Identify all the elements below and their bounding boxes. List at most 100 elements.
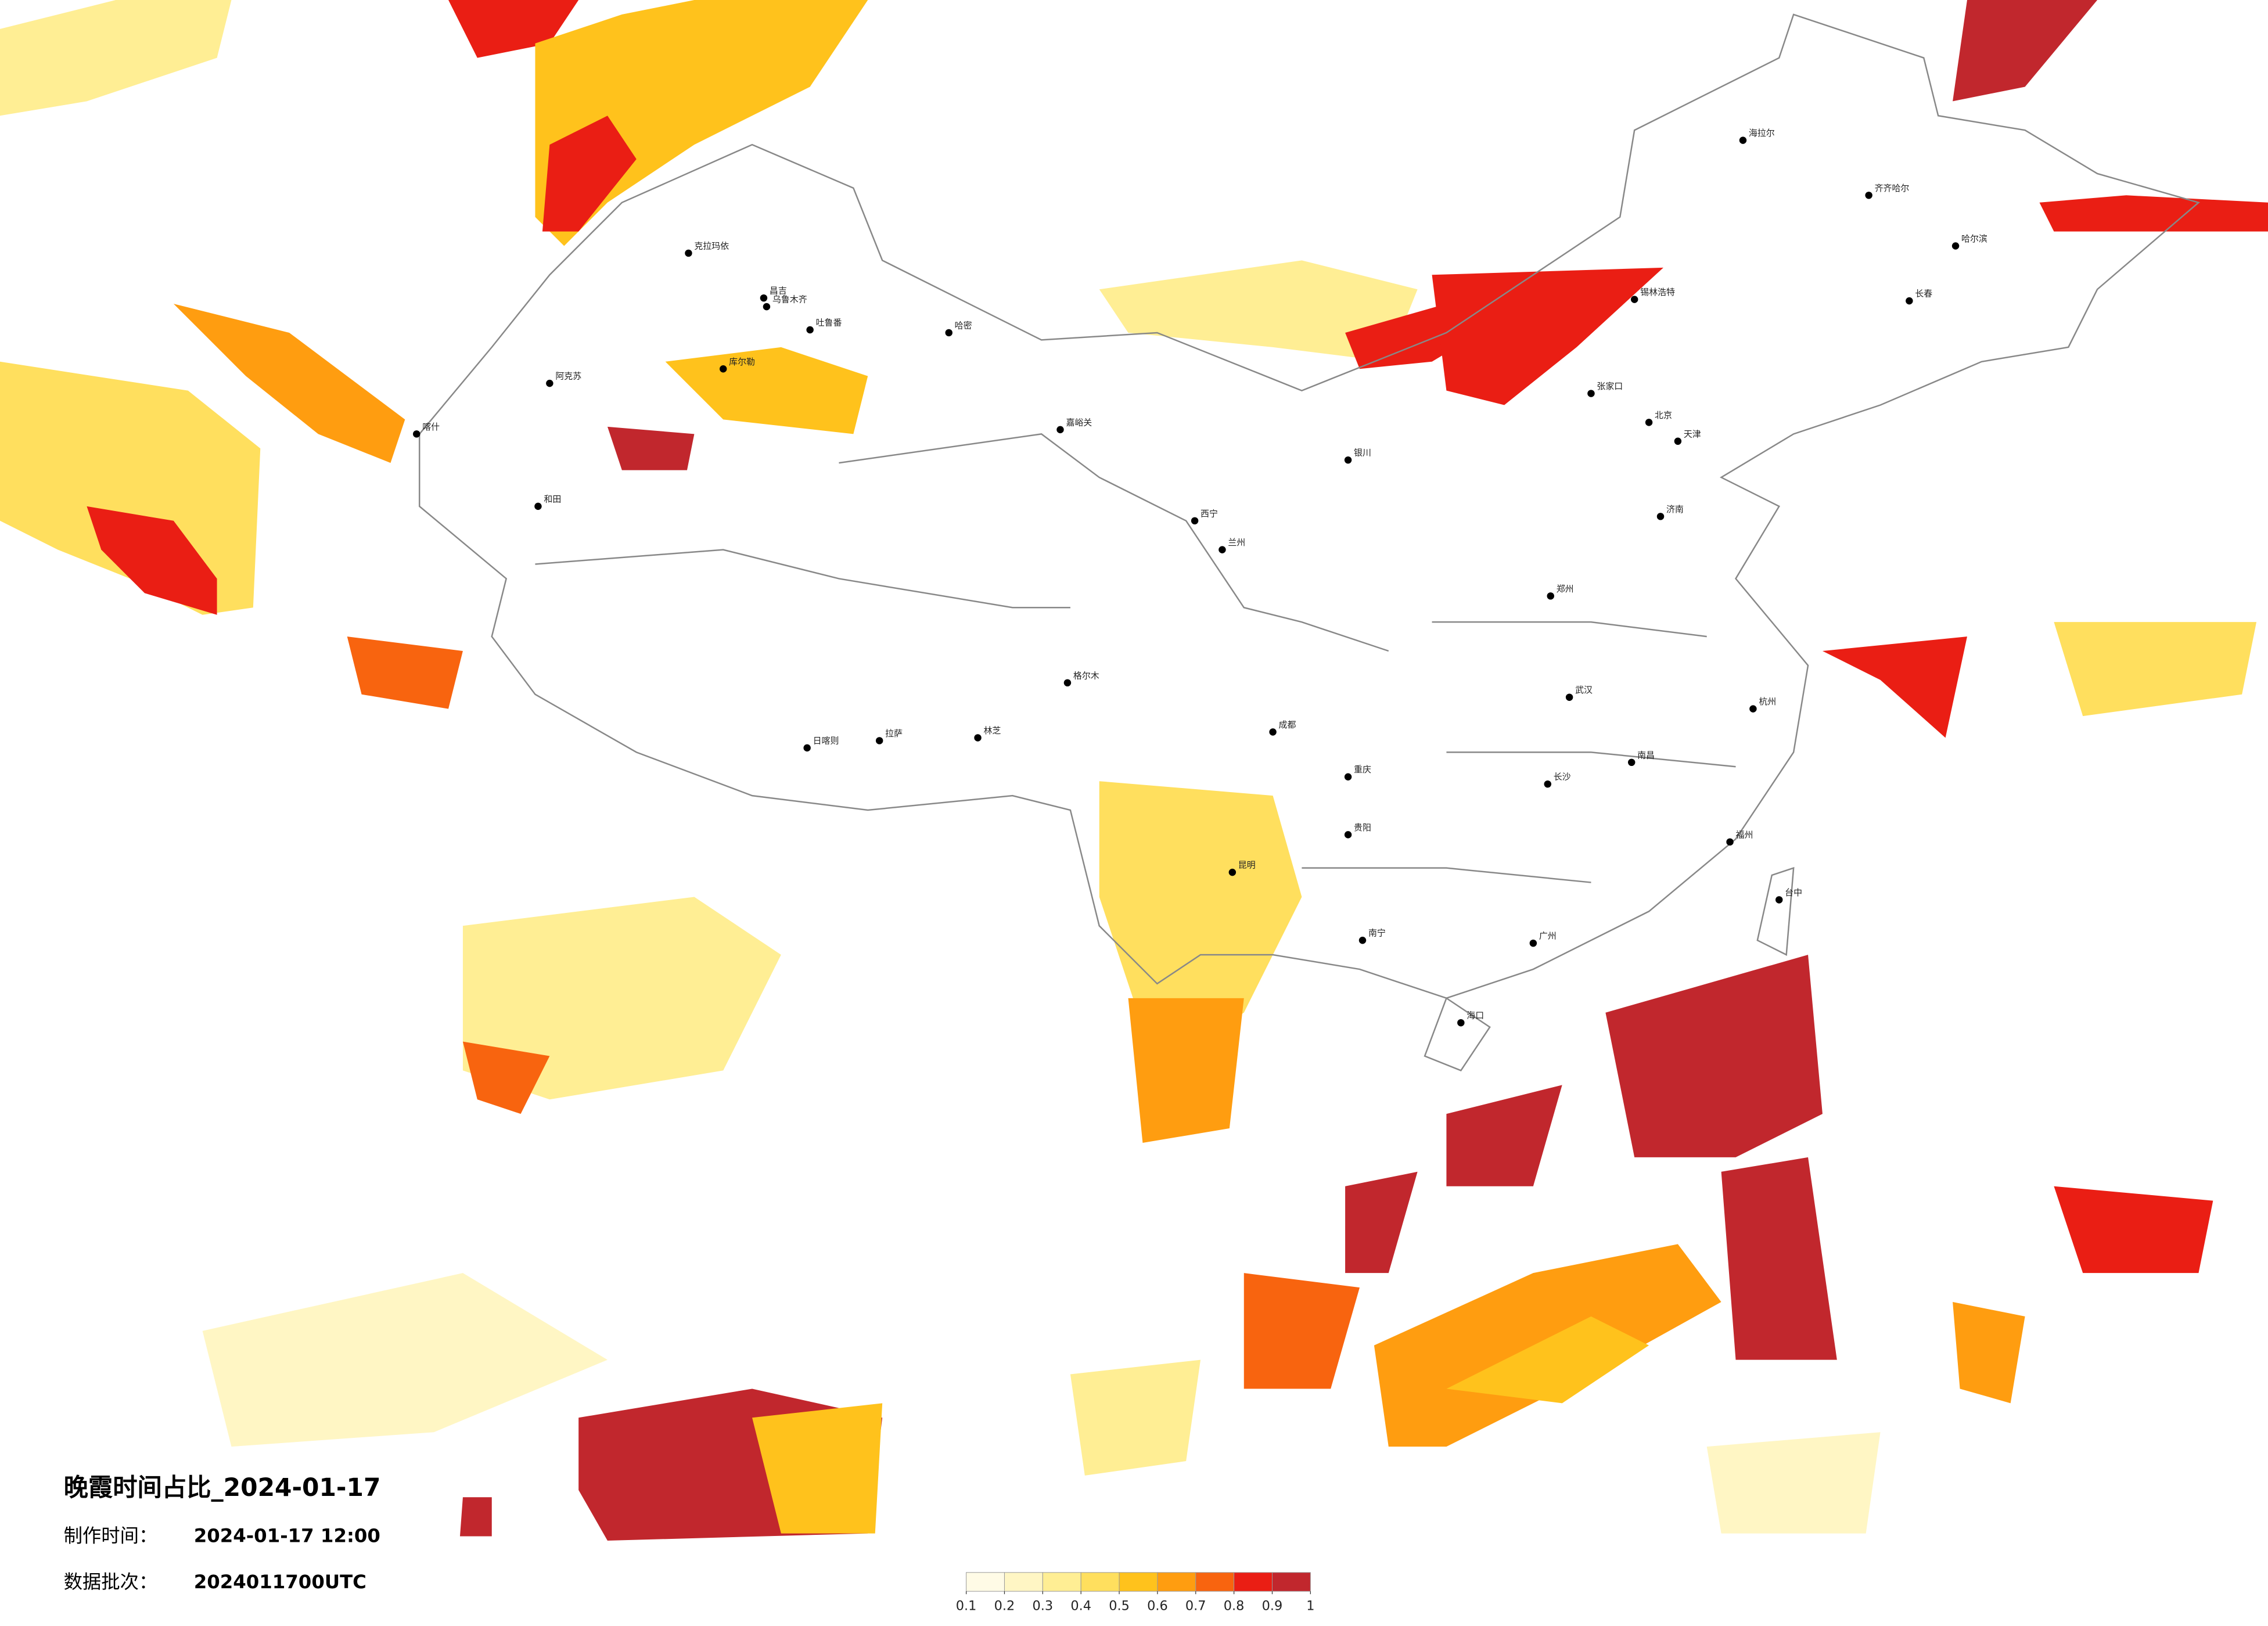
city-dot bbox=[413, 430, 420, 438]
city-label: 昌吉 bbox=[770, 286, 787, 296]
city-dot bbox=[1627, 758, 1636, 767]
city-label: 日喀则 bbox=[813, 735, 839, 746]
city-dot bbox=[806, 326, 814, 334]
city-label: 贵阳 bbox=[1354, 822, 1371, 833]
city-label: 林芝 bbox=[983, 725, 1001, 736]
legend-swatch bbox=[966, 1572, 1005, 1592]
legend-swatch bbox=[1157, 1572, 1196, 1592]
legend-tick-label: 0.5 bbox=[1109, 1599, 1130, 1614]
city-dot bbox=[1630, 296, 1638, 303]
city-label: 海拉尔 bbox=[1749, 128, 1775, 138]
city-label: 兰州 bbox=[1228, 537, 1245, 548]
city-dot bbox=[1344, 831, 1352, 839]
city-label: 嘉峪关 bbox=[1066, 417, 1092, 427]
city-label: 重庆 bbox=[1354, 764, 1371, 775]
city-label: 拉萨 bbox=[885, 728, 903, 739]
legend-tick-label: 0.7 bbox=[1185, 1599, 1206, 1614]
city-label: 喀什 bbox=[422, 422, 440, 432]
city-label: 天津 bbox=[1684, 429, 1701, 439]
legend-tick-label: 0.3 bbox=[1033, 1599, 1054, 1614]
city-dot bbox=[1056, 426, 1064, 434]
boundaries bbox=[418, 13, 2201, 1071]
legend-tick-label: 0.8 bbox=[1224, 1599, 1245, 1614]
city-label: 济南 bbox=[1666, 504, 1684, 515]
legend-tick-label: 0.4 bbox=[1070, 1599, 1091, 1614]
city-label: 阿克苏 bbox=[555, 371, 581, 382]
city-label: 锡林浩特 bbox=[1640, 287, 1675, 297]
made-time-label: 制作时间： bbox=[64, 1525, 158, 1547]
city-label: 成都 bbox=[1279, 720, 1296, 730]
city-dot bbox=[1565, 693, 1573, 701]
city-label: 库尔勒 bbox=[729, 357, 755, 367]
map-title: 晚霞时间占比_2024-01-17 bbox=[64, 1473, 381, 1502]
legend-swatch bbox=[1004, 1572, 1043, 1592]
city-label: 克拉玛依 bbox=[694, 240, 729, 251]
city-label: 张家口 bbox=[1597, 381, 1623, 391]
city-label: 齐齐哈尔 bbox=[1875, 183, 1910, 193]
made-time-value: 2024-01-17 12:00 bbox=[194, 1525, 380, 1547]
city-label: 长春 bbox=[1915, 289, 1932, 299]
city-dot bbox=[1529, 939, 1537, 947]
city-label: 杭州 bbox=[1759, 696, 1776, 707]
city-dot bbox=[1344, 773, 1352, 780]
city-dot bbox=[1645, 419, 1653, 426]
city-label: 郑州 bbox=[1557, 584, 1574, 594]
city-label: 南宁 bbox=[1368, 928, 1386, 938]
city-label: 昆明 bbox=[1238, 860, 1256, 870]
city-label: 广州 bbox=[1539, 931, 1557, 941]
city-dot bbox=[1739, 136, 1747, 144]
city-dot bbox=[685, 249, 692, 257]
legend: 0.1 0.2 0.3 0.4 0.5 0.6 0.7 0.8 0.9 1 bbox=[956, 1572, 1314, 1614]
city-dot bbox=[719, 365, 727, 373]
city-dot bbox=[1775, 896, 1783, 904]
city-dot bbox=[1865, 192, 1872, 199]
legend-swatch bbox=[1234, 1572, 1273, 1592]
city-dot bbox=[1906, 297, 1913, 305]
legend-tick-label: 0.2 bbox=[994, 1599, 1015, 1614]
legend-swatch bbox=[1080, 1572, 1120, 1592]
legend-tick-label: 0.1 bbox=[956, 1599, 977, 1614]
city-dot bbox=[1358, 936, 1367, 944]
legend-tick-label: 0.6 bbox=[1147, 1599, 1168, 1614]
legend-swatch bbox=[1119, 1572, 1158, 1592]
city-dot bbox=[1749, 705, 1757, 713]
legend-swatch bbox=[1042, 1572, 1081, 1592]
city-label: 哈尔滨 bbox=[1961, 233, 1987, 244]
city-label: 格尔木 bbox=[1073, 670, 1099, 681]
city-dot bbox=[945, 329, 953, 337]
city-dot bbox=[1191, 517, 1199, 525]
city-dot bbox=[1457, 1019, 1465, 1027]
city-dot bbox=[760, 294, 768, 302]
city-label: 海口 bbox=[1467, 1010, 1484, 1021]
city-dot bbox=[546, 379, 553, 387]
city-dot bbox=[1951, 242, 1960, 250]
legend-swatch bbox=[1271, 1572, 1311, 1592]
legend-swatch bbox=[1195, 1572, 1235, 1592]
city-dot bbox=[1674, 437, 1682, 445]
city-label: 吐鲁番 bbox=[816, 317, 842, 328]
sunset-field bbox=[0, 0, 2268, 1541]
city-label: 台中 bbox=[1785, 887, 1802, 898]
city-dot bbox=[1726, 838, 1734, 846]
data-batch-value: 2024011700UTC bbox=[194, 1571, 366, 1593]
city-dot bbox=[1656, 513, 1665, 520]
city-dot bbox=[1219, 546, 1226, 553]
city-dot bbox=[763, 303, 771, 311]
city-label: 和田 bbox=[544, 494, 561, 504]
city-label: 南昌 bbox=[1637, 750, 1655, 760]
city-dot bbox=[534, 502, 542, 510]
legend-tick-label: 1 bbox=[1306, 1599, 1314, 1614]
legend-tick-label: 0.9 bbox=[1262, 1599, 1283, 1614]
city-label: 银川 bbox=[1354, 448, 1371, 458]
city-label: 西宁 bbox=[1201, 508, 1218, 519]
city-label: 北京 bbox=[1655, 410, 1672, 420]
city-dot bbox=[974, 734, 982, 742]
city-label: 福州 bbox=[1736, 829, 1753, 840]
city-dot bbox=[1063, 679, 1072, 687]
city-label: 武汉 bbox=[1575, 685, 1593, 695]
city-label: 长沙 bbox=[1554, 772, 1571, 782]
city-dot bbox=[1587, 390, 1595, 397]
